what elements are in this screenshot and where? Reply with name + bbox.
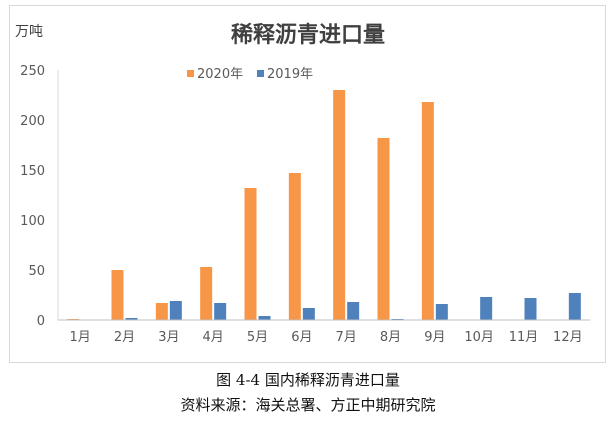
x-tick-label: 7月 (336, 330, 357, 345)
x-axis: 1月 2月 3月 4月 5月 6月 7月 8月 9月 10月 11月 12月 (58, 319, 590, 345)
figure-caption: 图 4-4 国内稀释沥青进口量 (216, 371, 400, 389)
x-tick-label: 1月 (70, 330, 91, 345)
bar-2020年-6月 (288, 173, 301, 320)
bar-2019年-7月 (347, 302, 360, 320)
x-tick-label: 8月 (380, 330, 401, 345)
bar-2019年-12月 (568, 293, 581, 320)
bar-2020年-9月 (421, 102, 434, 320)
x-tick-label: 12月 (553, 330, 583, 345)
bar-2019年-3月 (169, 301, 182, 320)
bar-2020年-8月 (377, 138, 390, 320)
y-tick-label: 200 (20, 114, 45, 129)
y-axis-unit-label: 万吨 (15, 24, 43, 40)
bar-2019年-9月 (435, 304, 448, 320)
y-tick-label: 50 (28, 264, 45, 279)
bar-2019年-6月 (302, 308, 315, 320)
y-tick-label: 150 (20, 164, 45, 179)
bar-2019年-5月 (258, 316, 271, 320)
x-tick-label: 3月 (158, 330, 179, 345)
y-axis: 0 50 100 150 200 250 (20, 64, 59, 329)
x-tick-label: 2月 (114, 330, 135, 345)
bar-2020年-4月 (200, 267, 213, 320)
bar-2019年-4月 (214, 303, 227, 320)
legend-swatch (187, 70, 194, 77)
source-caption: 资料来源：海关总署、方正中期研究院 (180, 396, 436, 414)
bar-chart: 稀释沥青进口量 万吨 2020年 2019年 0 50 100 150 200 250 1月… (15, 22, 590, 345)
bar-2020年-2月 (111, 270, 124, 320)
x-tick-label: 4月 (203, 330, 224, 345)
bar-2020年-7月 (333, 90, 346, 320)
x-tick-label: 10月 (464, 330, 494, 345)
bars (67, 90, 581, 321)
x-tick-label: 9月 (424, 330, 445, 345)
bar-2020年-5月 (244, 188, 257, 320)
legend-label: 2019年 (267, 67, 313, 82)
legend: 2020年 2019年 (187, 67, 313, 82)
legend-swatch (257, 70, 264, 77)
y-tick-label: 250 (20, 64, 45, 79)
y-tick-label: 0 (37, 314, 45, 329)
chart-frame (9, 5, 606, 363)
chart-title: 稀释沥青进口量 (231, 22, 385, 48)
bar-2019年-11月 (524, 298, 537, 320)
x-tick-label: 6月 (291, 330, 312, 345)
legend-label: 2020年 (197, 67, 243, 82)
x-tick-label: 11月 (509, 330, 539, 345)
bar-2020年-3月 (155, 303, 168, 320)
x-tick-label: 5月 (247, 330, 268, 345)
y-tick-label: 100 (20, 214, 45, 229)
bar-2019年-10月 (480, 297, 493, 320)
bar-2019年-2月 (125, 318, 138, 320)
